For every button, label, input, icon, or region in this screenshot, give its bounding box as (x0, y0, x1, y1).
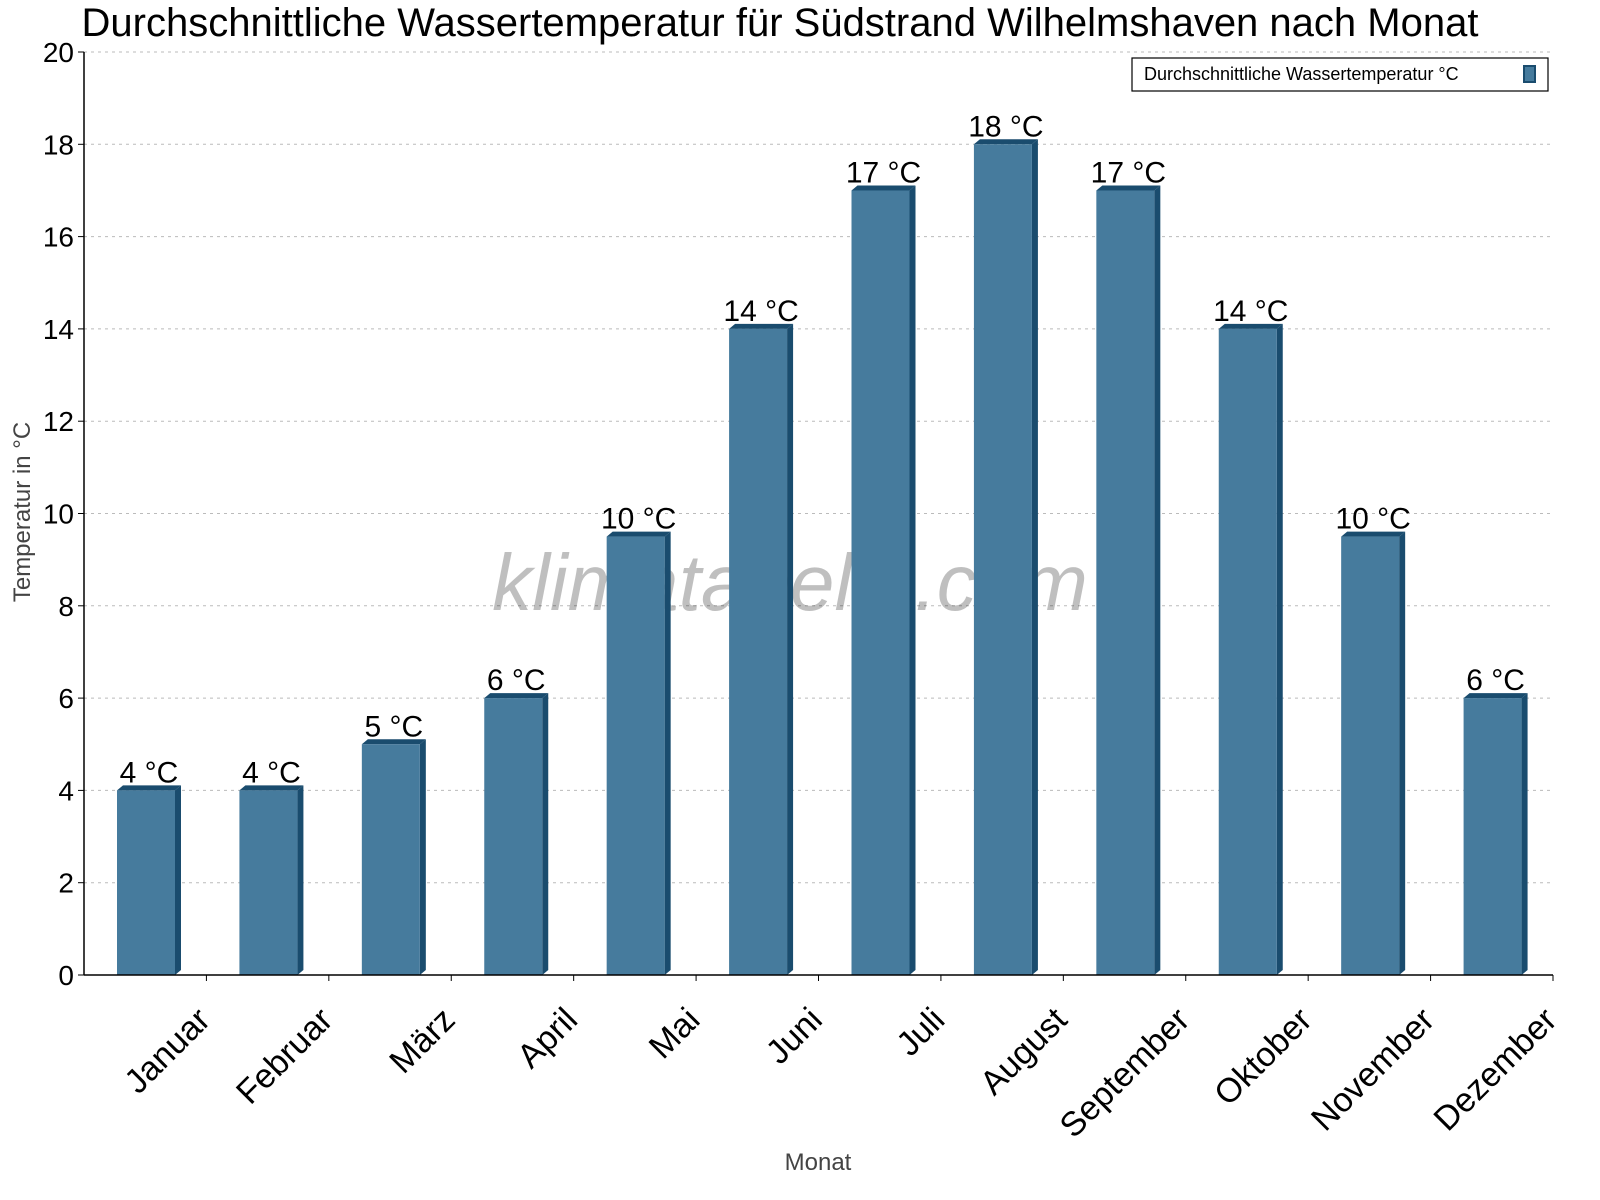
bar-front (484, 698, 543, 975)
legend-label: Durchschnittliche Wassertemperatur °C (1144, 64, 1459, 84)
x-tick-label: November (1304, 1001, 1442, 1139)
x-tick-label: Oktober (1207, 1001, 1319, 1113)
bar-front (729, 328, 788, 975)
data-label: 4 °C (242, 756, 301, 789)
data-label: 6 °C (487, 664, 546, 697)
data-label: 14 °C (1213, 295, 1288, 328)
y-tick-label: 6 (58, 683, 74, 714)
x-tick-label: April (510, 1001, 585, 1076)
bar-top (239, 785, 304, 791)
bar-front (1096, 190, 1155, 975)
data-label: 4 °C (120, 756, 179, 789)
bar-side (1399, 531, 1406, 975)
data-label: 5 °C (364, 710, 423, 743)
data-label: 10 °C (601, 503, 676, 536)
data-label: 6 °C (1466, 664, 1525, 697)
y-tick-label: 14 (43, 314, 74, 345)
grid (84, 51, 1553, 884)
x-axis-label: Monat (785, 1149, 852, 1176)
y-tick-label: 2 (58, 868, 74, 899)
bar (973, 139, 1038, 976)
bar-front (973, 144, 1032, 976)
y-tick-label: 10 (43, 499, 74, 530)
bar-top (484, 693, 549, 699)
y-tick-label: 0 (58, 960, 74, 991)
y-tick-label: 18 (43, 129, 74, 160)
bar-front (239, 790, 298, 975)
bar (361, 739, 426, 975)
bar-front (851, 190, 910, 975)
x-tick-label: März (382, 1001, 462, 1081)
x-tick-label: Juli (889, 1001, 952, 1064)
x-tick-label: September (1053, 1001, 1197, 1145)
data-label: 18 °C (968, 110, 1043, 143)
bar-front (1341, 536, 1400, 975)
bar (1218, 323, 1283, 975)
x-tick-label: Februar (229, 1001, 340, 1112)
data-label: 17 °C (1091, 156, 1166, 189)
bar (1463, 693, 1528, 975)
data-label: 10 °C (1335, 503, 1410, 536)
bar (1341, 531, 1406, 975)
bar-side (1031, 139, 1038, 976)
bar (851, 185, 916, 975)
bar-side (1276, 323, 1283, 975)
y-axis-label: Temperatur in °C (9, 422, 36, 602)
bar-front (606, 536, 665, 975)
bar (729, 323, 794, 975)
bar-top (1218, 323, 1283, 329)
bar-side (542, 693, 549, 975)
x-tick-label: Juni (759, 1001, 830, 1072)
bar (239, 785, 304, 975)
legend-swatch (1523, 65, 1536, 83)
bar-side (787, 323, 794, 975)
bar-top (361, 739, 426, 745)
bar-side (419, 739, 426, 975)
x-tick-label: August (973, 1000, 1075, 1102)
y-tick-label: 20 (43, 37, 74, 68)
bar-top (851, 185, 916, 191)
bar-top (1341, 531, 1406, 537)
bar-top (606, 531, 671, 537)
bar (117, 785, 181, 975)
y-tick-label: 16 (43, 222, 74, 253)
bar (484, 693, 549, 975)
bar-top (1463, 693, 1528, 699)
bar-front (117, 790, 175, 975)
bar-top (117, 785, 181, 791)
bar (1096, 185, 1161, 975)
bar-side (175, 785, 181, 975)
bar-side (1154, 185, 1161, 975)
bar-front (1218, 328, 1277, 975)
bar-top (729, 323, 794, 329)
bars: 4 °C 4 °C 5 °C 6 °C 10 °C 14 °C 17 °C 18 °C 17 °… (117, 110, 1528, 976)
bar-side (909, 185, 916, 975)
x-tick-label: Dezember (1427, 1001, 1565, 1139)
bar (606, 531, 671, 975)
bar-front (361, 744, 420, 975)
bar-top (1096, 185, 1161, 191)
y-tick-label: 12 (43, 406, 74, 437)
data-label: 14 °C (723, 295, 798, 328)
x-tick-label: Januar (117, 1001, 217, 1101)
legend: Durchschnittliche Wassertemperatur °C (1131, 57, 1549, 92)
y-tick-label: 8 (58, 591, 74, 622)
bar-top (973, 139, 1038, 145)
bar-front (1463, 698, 1522, 975)
chart-title: Durchschnittliche Wassertemperatur für S… (82, 1, 1479, 45)
y-tick-label: 4 (58, 775, 74, 806)
legend-box (1131, 57, 1549, 92)
x-tick-label: Mai (642, 1001, 708, 1067)
bar-side (1521, 693, 1528, 975)
bar-side (664, 531, 671, 975)
data-label: 17 °C (846, 156, 921, 189)
bar-side (297, 785, 304, 975)
